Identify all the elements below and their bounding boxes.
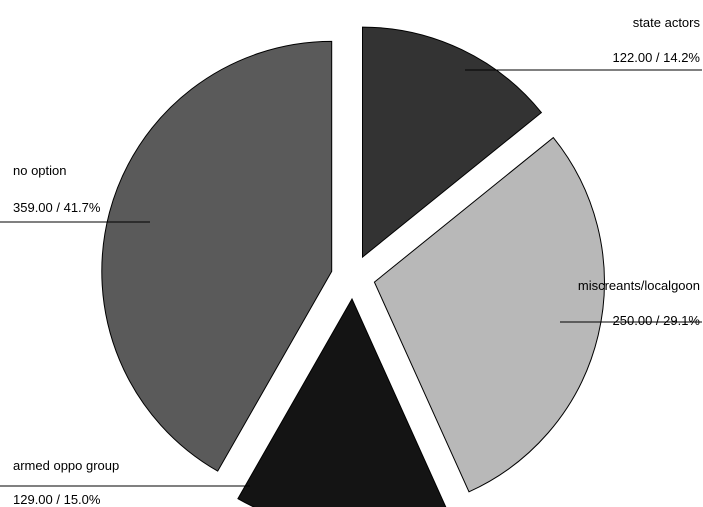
slice-value-label: 129.00 / 15.0% [13, 492, 101, 507]
pie-slice-state-actors [362, 26, 543, 259]
slice-label: no option [13, 163, 67, 178]
slice-label: armed oppo group [13, 458, 119, 473]
slice-value-label: 250.00 / 29.1% [613, 313, 701, 328]
slice-label: state actors [633, 15, 701, 30]
slice-value-label: 359.00 / 41.7% [13, 200, 101, 215]
slice-value-label: 122.00 / 14.2% [613, 50, 701, 65]
pie-slice-no-option [101, 40, 333, 472]
pie-slice-miscreants-localgoon [373, 136, 605, 493]
pie-slice-armed-oppo-group [237, 297, 447, 507]
slice-label: miscreants/localgoon [578, 278, 700, 293]
